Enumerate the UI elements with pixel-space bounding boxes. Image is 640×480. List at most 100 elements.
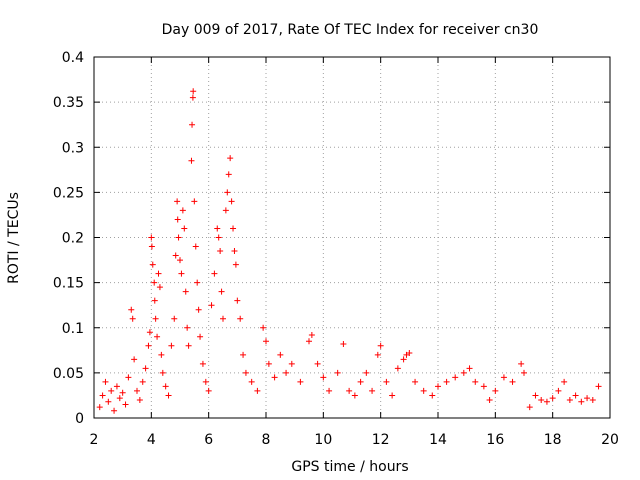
data-point	[182, 288, 189, 295]
data-point	[178, 270, 185, 277]
data-point	[509, 378, 516, 385]
data-point	[205, 387, 212, 394]
x-tick-label: 20	[601, 432, 619, 448]
data-point	[154, 333, 161, 340]
y-tick-label: 0.4	[62, 50, 84, 66]
data-point	[211, 270, 218, 277]
x-tick-label: 14	[429, 432, 447, 448]
data-point	[102, 378, 109, 385]
data-point	[105, 398, 112, 405]
data-point	[500, 374, 507, 381]
data-point	[400, 356, 407, 363]
x-tick-label: 8	[262, 432, 271, 448]
data-point	[555, 387, 562, 394]
data-point	[148, 234, 155, 241]
x-tick-label: 18	[544, 432, 562, 448]
data-point	[435, 383, 441, 390]
data-point	[136, 396, 143, 403]
y-tick-label: 0.2	[62, 231, 84, 247]
y-tick-label: 0.15	[53, 276, 84, 292]
data-point	[174, 198, 181, 205]
data-point	[184, 324, 191, 331]
x-tick-label: 6	[204, 432, 213, 448]
data-points	[96, 88, 602, 414]
data-point	[222, 207, 229, 214]
data-point	[208, 302, 215, 309]
data-point	[159, 369, 166, 376]
data-point	[172, 252, 179, 259]
data-point	[152, 315, 159, 322]
x-axis-label: GPS time / hours	[291, 459, 408, 475]
data-point	[96, 404, 103, 411]
data-point	[443, 378, 450, 385]
data-point	[175, 234, 182, 241]
data-point	[472, 378, 479, 385]
data-point	[460, 369, 467, 376]
data-point	[283, 369, 290, 376]
data-point	[429, 392, 436, 399]
data-point	[492, 387, 499, 394]
data-point	[113, 383, 120, 390]
data-point	[224, 189, 231, 196]
data-point	[215, 234, 222, 241]
y-axis: 0 0.05 0.1 0.15 0.2 0.25 0.3 0.35 0.4	[53, 50, 610, 427]
y-tick-label: 0.3	[62, 140, 84, 156]
data-point	[145, 342, 152, 349]
x-axis: 2 4 6 8 10 12 14 16 18 20	[90, 57, 619, 448]
data-point	[228, 198, 235, 205]
data-point	[346, 387, 353, 394]
data-point	[549, 395, 556, 402]
data-point	[192, 243, 199, 250]
data-point	[340, 340, 347, 347]
data-point	[148, 243, 155, 250]
data-point	[308, 331, 315, 338]
data-point	[234, 297, 241, 304]
data-point	[108, 387, 115, 394]
data-point	[288, 360, 295, 367]
plot-frame	[93, 56, 611, 419]
y-axis-label: ROTI / TECUs	[6, 192, 22, 284]
data-point	[190, 88, 197, 95]
data-point	[271, 374, 278, 381]
data-point	[116, 395, 123, 402]
data-point	[265, 360, 272, 367]
data-point	[139, 378, 146, 385]
y-tick-label: 0	[75, 411, 84, 427]
data-point	[377, 342, 384, 349]
data-point	[538, 396, 545, 403]
data-point	[185, 342, 192, 349]
x-tick-label: 10	[314, 432, 332, 448]
data-point	[227, 155, 234, 162]
data-point	[584, 395, 591, 402]
data-point	[561, 378, 568, 385]
data-point	[122, 401, 129, 408]
data-point	[526, 404, 533, 411]
data-point	[232, 261, 239, 268]
data-point	[151, 297, 158, 304]
grid-lines	[94, 57, 610, 418]
data-point	[406, 350, 413, 357]
y-tick-label: 0.35	[53, 95, 84, 111]
data-point	[218, 288, 225, 295]
data-point	[412, 378, 419, 385]
x-tick-label: 2	[90, 432, 99, 448]
data-point	[543, 398, 550, 405]
data-point	[129, 315, 136, 322]
data-point	[151, 279, 158, 286]
chart-title: Day 009 of 2017, Rate Of TEC Index for r…	[162, 22, 539, 38]
data-point	[566, 396, 573, 403]
data-point	[240, 351, 247, 358]
data-point	[578, 398, 585, 405]
y-tick-label: 0.25	[53, 185, 84, 201]
data-point	[480, 383, 487, 390]
data-point	[202, 378, 209, 385]
data-point	[231, 248, 238, 255]
data-point	[532, 392, 539, 399]
data-point	[168, 342, 175, 349]
data-point	[181, 225, 188, 232]
data-point	[314, 360, 321, 367]
data-point	[389, 392, 396, 399]
data-point	[277, 351, 284, 358]
y-tick-label: 0.1	[62, 321, 84, 337]
data-point	[155, 270, 162, 277]
